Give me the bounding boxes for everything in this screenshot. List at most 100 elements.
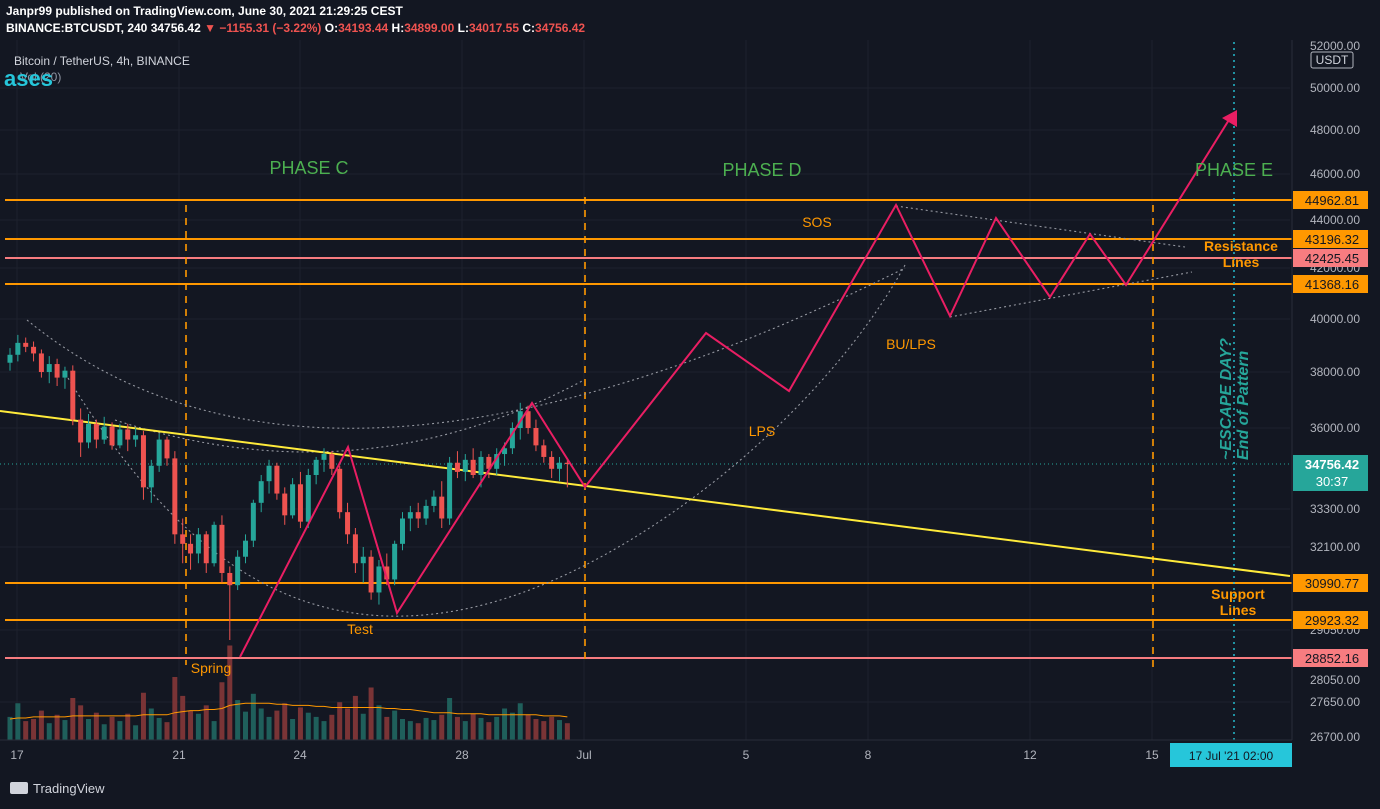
price-tags: 44962.81 43196.32 42425.45 41368.16 30990.77…	[1293, 191, 1368, 667]
candle-body	[502, 448, 508, 455]
volume-bar	[400, 719, 405, 740]
candle	[117, 423, 123, 449]
candle	[203, 531, 209, 573]
candle-body	[392, 543, 398, 580]
candle-body	[454, 462, 460, 472]
volume-bar	[423, 717, 429, 740]
candle-body	[125, 429, 131, 440]
candle	[431, 490, 437, 513]
volume-bar	[407, 721, 413, 740]
volume-bar	[564, 723, 570, 740]
phase-d-label: PHASE D	[722, 160, 801, 180]
high-label: H:	[391, 21, 405, 35]
time-tick-label: 21	[172, 748, 186, 762]
price-axis[interactable]	[1292, 40, 1380, 770]
low-label: L:	[457, 21, 469, 35]
candle	[541, 439, 547, 463]
candle	[305, 468, 311, 528]
time-tick-label: 5	[743, 748, 750, 762]
level-tag-value: 42425.45	[1305, 251, 1359, 266]
candle	[290, 478, 296, 519]
price-tick-label: 32100.00	[1310, 540, 1360, 554]
price-tick-label: 52000.00	[1310, 39, 1360, 53]
price-tick-label: 38000.00	[1310, 365, 1360, 379]
candle	[62, 366, 68, 389]
candle-body	[188, 543, 194, 554]
time-tick-label: 24	[293, 748, 307, 762]
volume-bar	[250, 693, 256, 740]
volume-bar	[502, 708, 508, 740]
price-axis-ticks: 52000.00 50000.00 48000.00 46000.00 44000.00…	[1310, 39, 1360, 744]
last-price-value: 34756.42	[150, 21, 201, 35]
candle-body	[439, 496, 445, 519]
candle	[211, 521, 217, 567]
volume-bar	[62, 720, 68, 740]
candle	[329, 451, 335, 476]
candle-body	[337, 468, 343, 513]
price-tick-label: 46000.00	[1310, 167, 1360, 181]
candle	[415, 502, 421, 528]
volume-bar	[117, 721, 123, 740]
resistance-label-2: Lines	[1223, 254, 1260, 270]
time-tick-label: 8	[865, 748, 872, 762]
volume-bar	[54, 714, 60, 740]
candle-body	[62, 370, 68, 378]
level-tag-support	[1293, 649, 1368, 667]
candle-body	[282, 493, 288, 516]
price-tick-label: 48000.00	[1310, 123, 1360, 137]
volume-bar	[227, 645, 233, 740]
candle	[454, 451, 460, 479]
candle-body	[7, 354, 13, 363]
candle	[274, 462, 280, 500]
volume-bar	[282, 703, 288, 740]
level-tag-support	[1293, 611, 1368, 629]
overlay-fragment: ases	[4, 66, 53, 91]
footer	[0, 770, 1380, 809]
candle	[486, 454, 492, 479]
candle	[423, 499, 429, 525]
chart-header: Janpr99 published on TradingView.com, Ju…	[0, 0, 1380, 40]
volume-bar	[203, 705, 209, 740]
volume-bar	[93, 712, 99, 740]
volume-bar	[549, 716, 555, 740]
volume-bar	[188, 710, 194, 740]
price-tick-label: 28050.00	[1310, 673, 1360, 687]
level-tag-value: 43196.32	[1305, 232, 1359, 247]
candle	[407, 505, 413, 532]
candle-body	[15, 342, 21, 355]
candles	[7, 334, 570, 640]
candle-body	[156, 439, 162, 466]
time-axis[interactable]: 17 21 24 28 Jul 5 8 12 15	[10, 748, 1159, 762]
candle	[86, 414, 91, 449]
candle-body	[117, 429, 123, 446]
candle	[266, 459, 272, 494]
symbol-label[interactable]: BINANCE:BTCUSDT, 240	[6, 21, 148, 35]
candle-body	[297, 484, 303, 522]
legend-title[interactable]: Bitcoin / TetherUS, 4h, BINANCE	[14, 54, 190, 68]
candle	[282, 487, 288, 525]
price-tick-label: 44000.00	[1310, 213, 1360, 227]
volume-bar	[392, 710, 398, 740]
candle-body	[462, 459, 468, 472]
volume-bar	[557, 720, 562, 740]
tradingview-logo[interactable]: TradingView	[10, 781, 105, 796]
candle	[439, 481, 445, 528]
candle-body	[180, 534, 186, 544]
volume-bar	[439, 714, 445, 740]
volume-bar	[235, 700, 241, 740]
candle-body	[415, 512, 421, 519]
candle	[313, 456, 319, 485]
volume-bar	[290, 719, 296, 740]
price-chart[interactable]: Bitcoin / TetherUS, 4h, BINANCE Vol (20)…	[0, 0, 1380, 770]
candle	[148, 459, 154, 503]
tradingview-brand: TradingView	[33, 781, 105, 796]
wedge-top	[895, 205, 1186, 248]
candle-body	[423, 505, 429, 519]
spring-label: Spring	[191, 660, 231, 676]
candle-body	[93, 423, 99, 440]
candle-body	[235, 556, 241, 586]
candle	[7, 348, 13, 371]
candle	[250, 499, 256, 547]
volume-bar	[431, 720, 437, 740]
volume-bar	[478, 717, 484, 740]
